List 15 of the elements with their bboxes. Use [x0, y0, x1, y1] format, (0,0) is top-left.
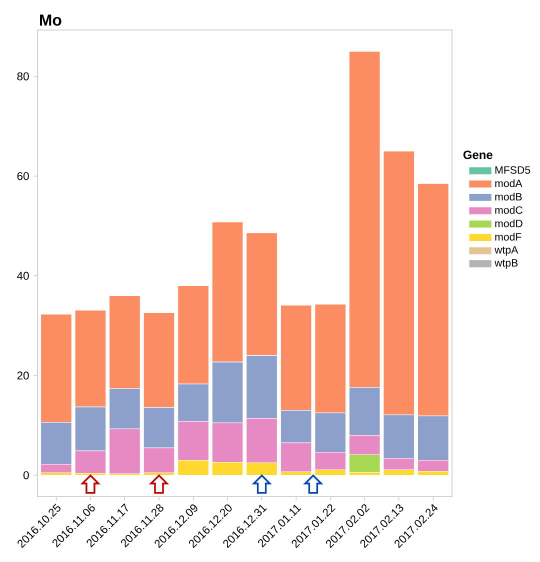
- chart-title: Mo: [40, 14, 62, 26]
- y-tick-label: 20: [17, 372, 29, 380]
- legend-label: modD: [495, 219, 522, 228]
- y-tick-label: 0: [23, 471, 29, 480]
- y-tick-label: 80: [17, 72, 29, 80]
- legend-label: wtpB: [494, 259, 518, 269]
- legend-label: MFSD5: [495, 166, 530, 174]
- legend-label: modC: [495, 206, 523, 214]
- y-tick-label: 60: [17, 172, 29, 180]
- y-tick-label: 40: [16, 272, 29, 280]
- legend-label: modB: [495, 192, 522, 201]
- legend-title: Gene: [463, 150, 492, 160]
- legend-label: modF: [495, 232, 522, 241]
- legend-label: wtpA: [494, 246, 518, 256]
- legend-label: modA: [495, 179, 522, 188]
